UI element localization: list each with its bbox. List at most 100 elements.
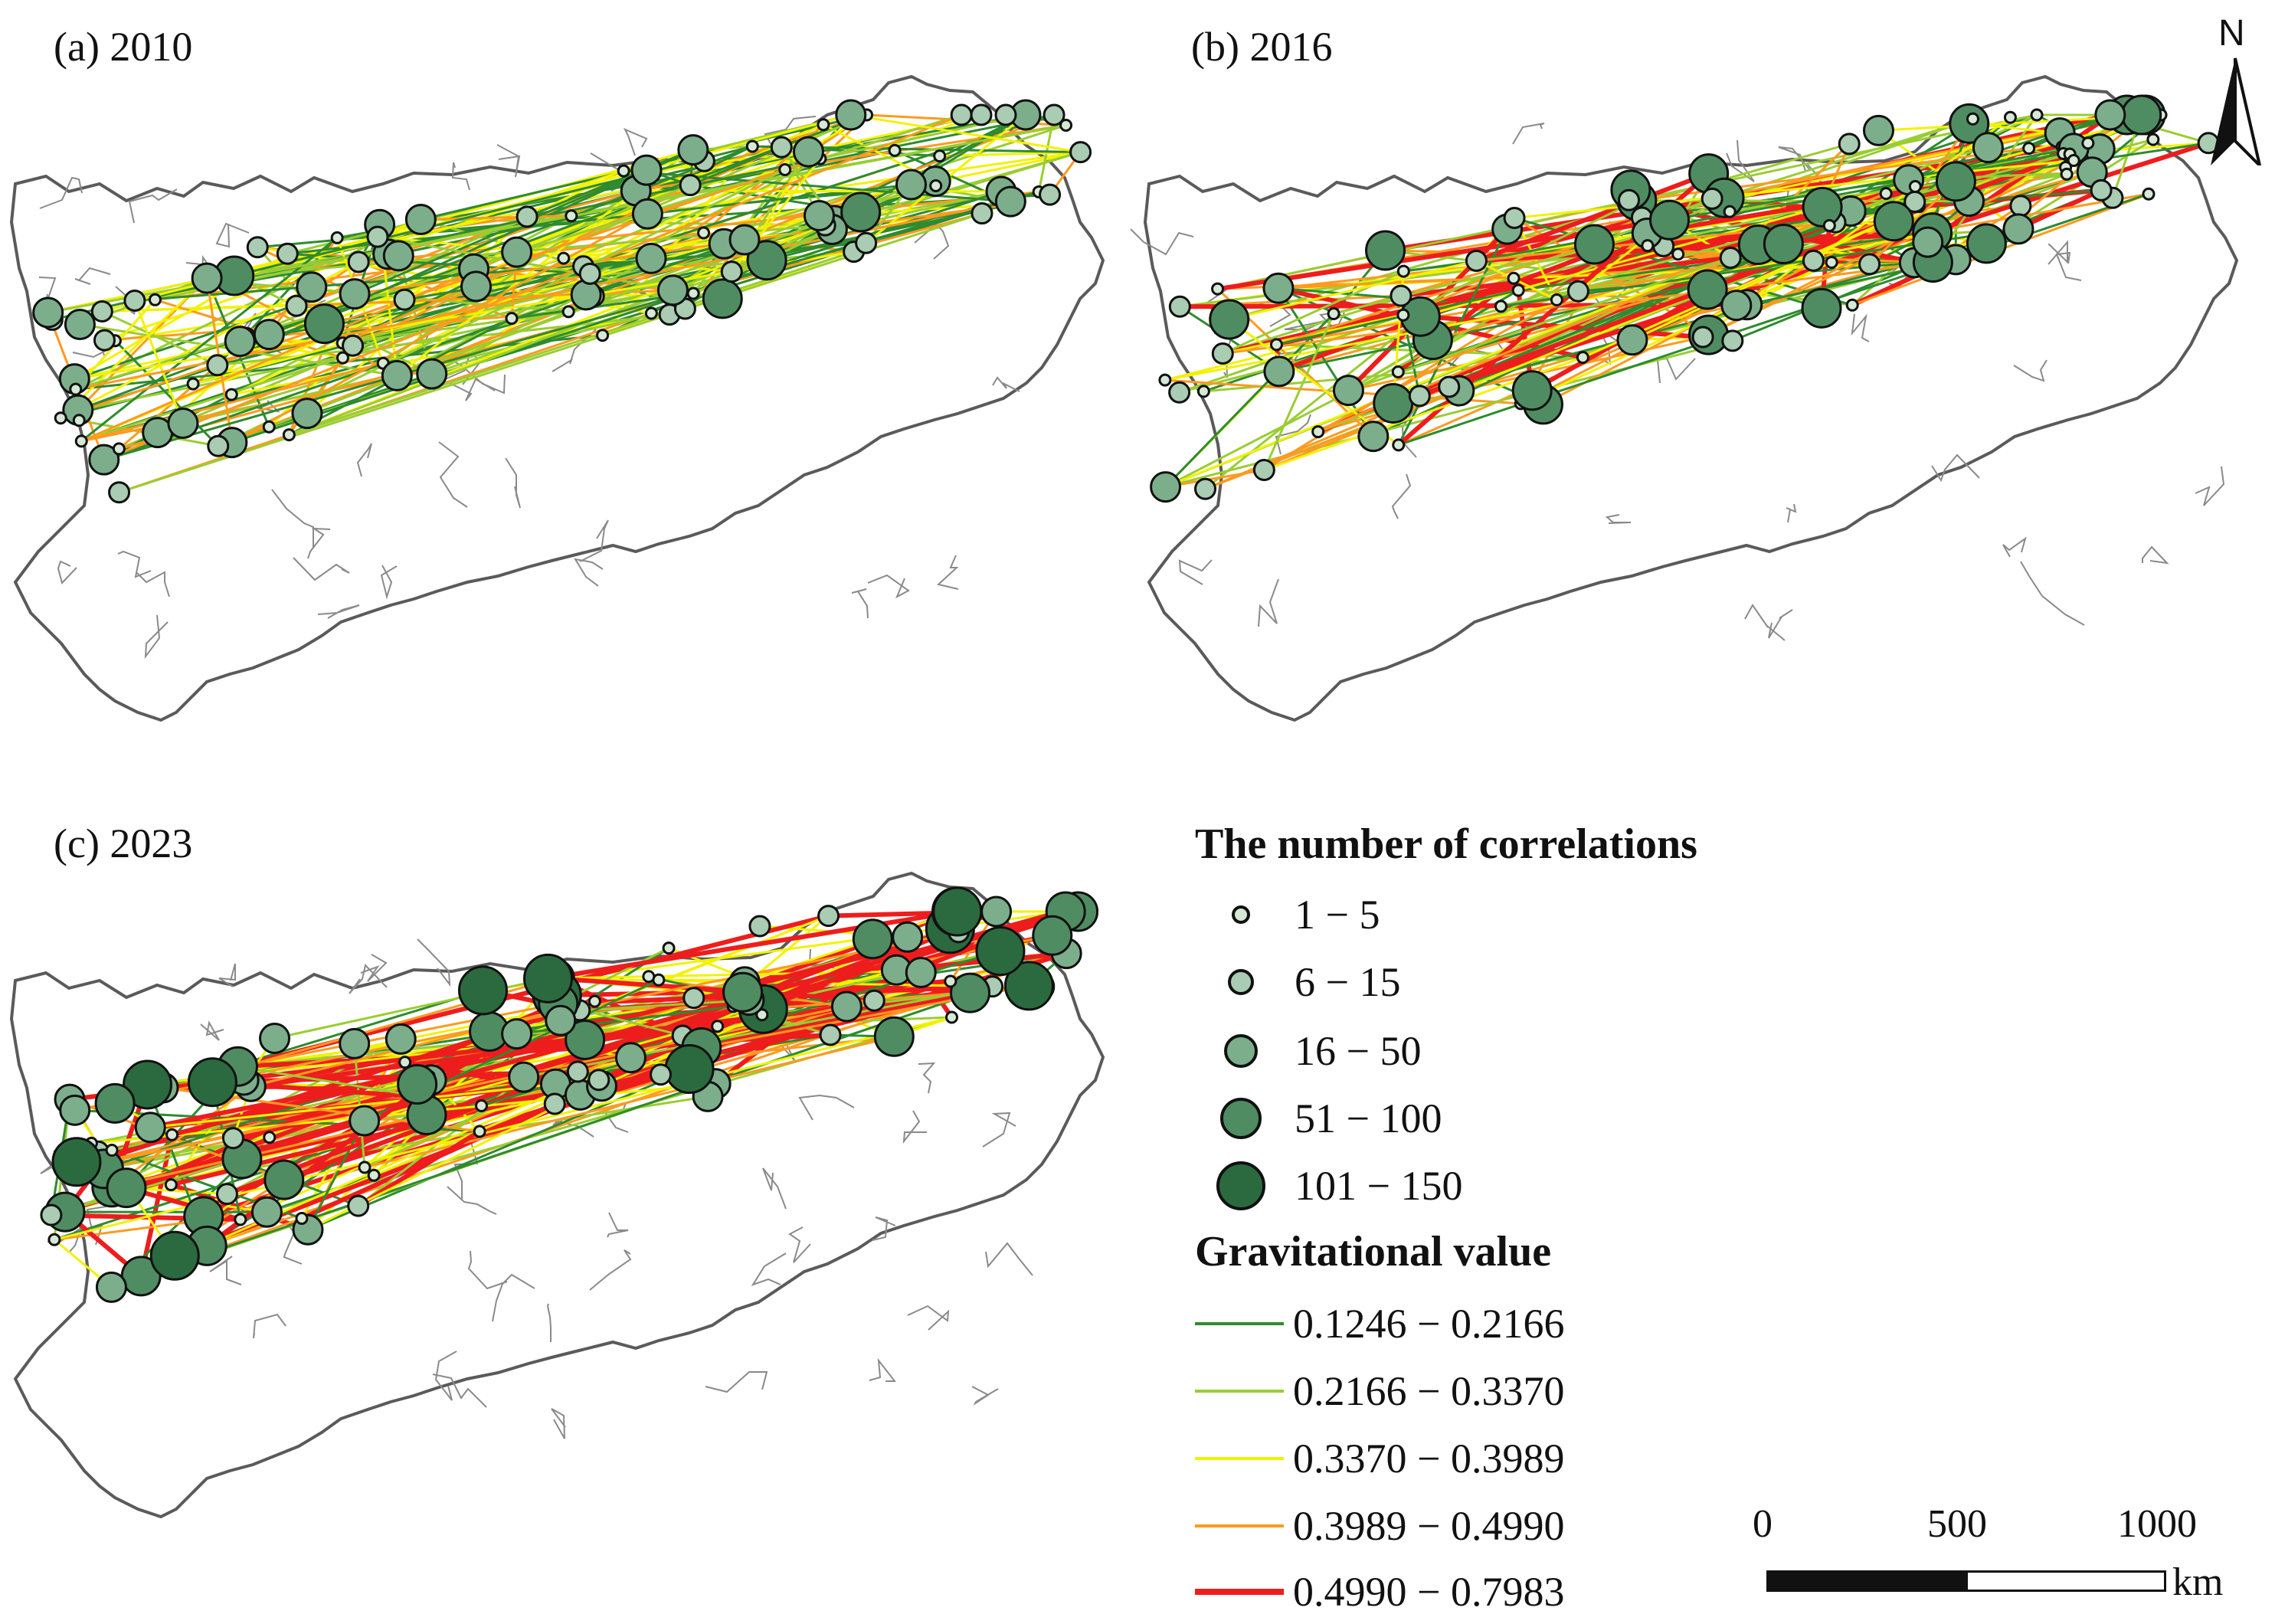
county-boundary (1391, 473, 1412, 519)
scale-tick-0: 0 (1753, 1502, 1773, 1546)
gravity-link (1347, 257, 1731, 392)
city-node (950, 972, 991, 1013)
city-node (1912, 226, 1944, 258)
gravity-link (1403, 199, 1638, 316)
gravity-link (70, 999, 875, 1171)
city-node (1616, 324, 1648, 356)
city-node (1641, 239, 1655, 253)
county-boundary (982, 1112, 1016, 1148)
city-node (1576, 351, 1589, 365)
legend-line-class-3 (1195, 1457, 1284, 1460)
city-node (561, 305, 575, 319)
city-node (728, 224, 761, 256)
city-node (74, 434, 88, 448)
city-node (830, 990, 863, 1023)
gravity-link (1520, 261, 1832, 405)
city-node (543, 1092, 566, 1115)
city-node (2003, 110, 2017, 124)
city-node (994, 185, 1026, 218)
gravity-link (1229, 260, 1477, 321)
county-boundary (57, 560, 77, 584)
city-node (792, 136, 824, 168)
city-node (1511, 370, 1553, 411)
county-boundary (867, 574, 910, 599)
city-node (1503, 206, 1526, 229)
county-boundary (1258, 578, 1279, 627)
city-node (905, 956, 937, 988)
city-node (164, 1178, 178, 1192)
gravity-link (579, 999, 749, 1012)
city-node (1845, 298, 1859, 312)
city-node (944, 974, 957, 988)
county-boundary (215, 222, 250, 248)
county-boundary (971, 1386, 999, 1406)
city-node (664, 1044, 715, 1095)
county-boundary (432, 1374, 487, 1408)
city-node (617, 164, 630, 178)
county-boundary (1778, 146, 1811, 172)
city-node (186, 377, 200, 391)
city-node (929, 178, 943, 192)
city-node (1059, 119, 1073, 133)
city-node (457, 965, 508, 1016)
map-panel-2010 (10, 75, 1105, 722)
city-node (852, 918, 893, 960)
city-node (1801, 287, 1842, 329)
county-boundary (1851, 313, 1870, 342)
city-node (980, 895, 1013, 928)
gravity-link (1397, 228, 1508, 446)
city-node (1802, 186, 1843, 228)
city-node (933, 149, 947, 163)
city-node (722, 971, 764, 1013)
city-node (1211, 342, 1234, 365)
city-node (72, 414, 86, 427)
gravity-link (114, 339, 219, 447)
city-node (250, 1196, 283, 1228)
county-boundary (2020, 561, 2085, 626)
legend-gravity-label: 0.1246 − 0.2166 (1293, 1301, 1565, 1347)
city-node (545, 1004, 577, 1036)
gravity-link (1419, 113, 2162, 318)
city-node (945, 1010, 959, 1024)
legend-gravity-title: Gravitational value (1195, 1228, 1552, 1275)
county-boundary (74, 267, 111, 285)
gravity-link (689, 146, 782, 187)
county-boundary (144, 614, 169, 660)
city-node (1701, 187, 1723, 210)
city-node (123, 290, 146, 313)
legend-gravity-label: 0.3370 − 0.3989 (1293, 1436, 1565, 1482)
city-node (614, 1042, 646, 1074)
city-node (697, 226, 711, 240)
legend-gravity-row: 0.3989 − 0.4990 (1195, 1495, 1564, 1557)
county-boundary (902, 1110, 927, 1144)
city-node (1196, 385, 1210, 398)
city-node (679, 174, 702, 197)
city-node (2094, 99, 2126, 131)
gravity-link (133, 300, 185, 424)
city-node (686, 286, 700, 300)
city-node (1327, 307, 1340, 321)
city-node (347, 1194, 370, 1217)
city-node (971, 202, 993, 225)
gravity-link (1392, 140, 2210, 406)
county-boundary (438, 441, 468, 508)
gravity-link (396, 157, 821, 377)
county-boundary (1656, 357, 1696, 384)
city-node (817, 118, 830, 132)
county-boundary (1768, 609, 1793, 639)
legend-correlation-row: 6 − 15 (1195, 951, 1400, 1013)
city-node (224, 388, 238, 401)
legend-gravity-label: 0.2166 − 0.3370 (1293, 1368, 1565, 1414)
city-node (1209, 299, 1250, 340)
gravity-link (1262, 313, 1335, 471)
county-boundary (1605, 514, 1632, 524)
city-node (835, 99, 867, 131)
county-boundary (1512, 123, 1545, 145)
gravity-link (548, 909, 958, 981)
city-node (215, 1183, 238, 1206)
city-node (635, 242, 667, 274)
city-node (1802, 249, 1825, 272)
city-node (588, 1069, 610, 1092)
city-node (221, 1127, 244, 1150)
city-node (330, 231, 344, 244)
